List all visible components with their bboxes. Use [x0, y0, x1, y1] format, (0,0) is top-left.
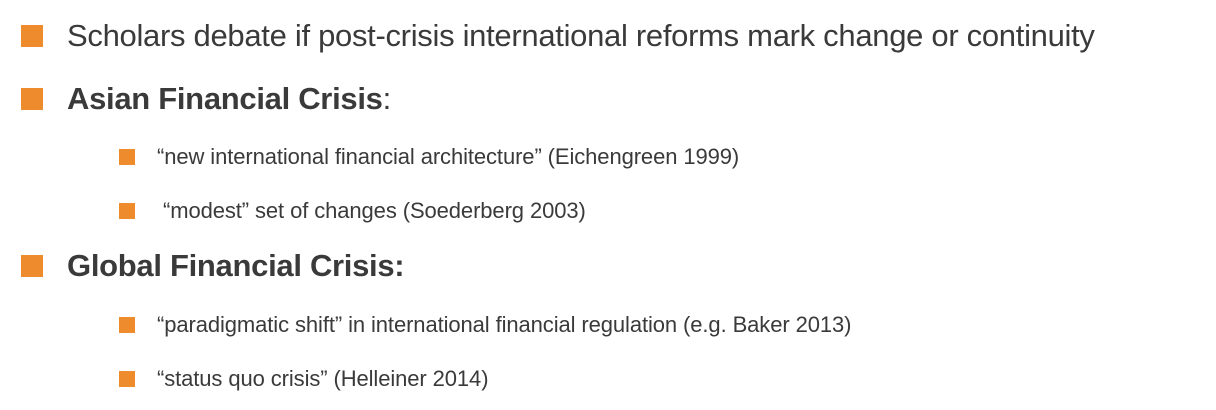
square-bullet-icon [119, 149, 135, 165]
bullet-item-asian-financial-crisis: Asian Financial Crisis: [0, 81, 391, 117]
bullet-heading: Asian Financial Crisis [67, 81, 383, 116]
square-bullet-icon [21, 255, 43, 277]
bullet-text: Asian Financial Crisis: [67, 81, 391, 117]
sub-bullet-eichengreen: “new international financial architectur… [0, 144, 739, 170]
bullet-item-global-financial-crisis: Global Financial Crisis: [0, 248, 405, 284]
square-bullet-icon [119, 203, 135, 219]
sub-bullet-text: “modest” set of changes (Soederberg 2003… [157, 198, 586, 223]
sub-bullet-text: “status quo crisis” (Helleiner 2014) [157, 366, 489, 391]
square-bullet-icon [21, 88, 43, 110]
bullet-text: Scholars debate if post-crisis internati… [67, 18, 1095, 53]
sub-bullet-soederberg: “modest” set of changes (Soederberg 2003… [0, 198, 586, 224]
square-bullet-icon [119, 317, 135, 333]
bullet-item-scholars-debate: Scholars debate if post-crisis internati… [0, 18, 1095, 54]
sub-bullet-text: “paradigmatic shift” in international fi… [157, 312, 852, 337]
square-bullet-icon [119, 371, 135, 387]
sub-bullet-text: “new international financial architectur… [157, 144, 740, 169]
bullet-heading-suffix: : [382, 81, 392, 116]
sub-bullet-baker: “paradigmatic shift” in international fi… [0, 312, 851, 338]
square-bullet-icon [21, 25, 43, 47]
sub-bullet-helleiner: “status quo crisis” (Helleiner 2014) [0, 366, 489, 392]
bullet-heading: Global Financial Crisis: [67, 248, 405, 283]
